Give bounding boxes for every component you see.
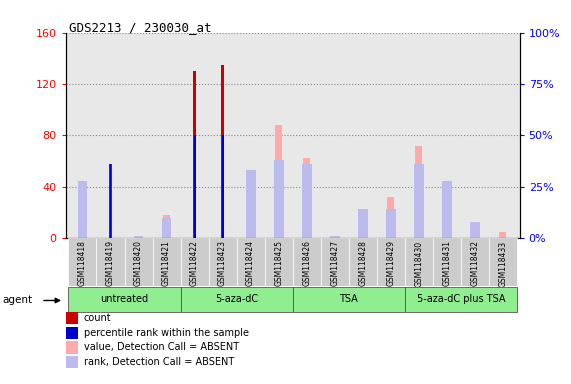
FancyBboxPatch shape [208,238,236,286]
Text: 5-aza-dC plus TSA: 5-aza-dC plus TSA [416,294,505,304]
Text: GSM118422: GSM118422 [190,240,199,286]
Text: value, Detection Call = ABSENT: value, Detection Call = ABSENT [84,343,239,353]
FancyBboxPatch shape [180,287,293,312]
FancyBboxPatch shape [405,238,433,286]
Bar [162,217,171,238]
FancyBboxPatch shape [236,238,264,286]
Bar [470,222,480,238]
Text: rank, Detection Call = ABSENT: rank, Detection Call = ABSENT [84,357,234,367]
Text: GSM118419: GSM118419 [106,240,115,286]
Text: untreated: untreated [100,294,148,304]
Bar [163,215,170,238]
FancyBboxPatch shape [489,238,517,286]
Text: percentile rank within the sample: percentile rank within the sample [84,328,249,338]
Bar [247,177,254,238]
Bar [387,197,394,238]
Text: GSM118420: GSM118420 [134,240,143,286]
Bar [471,225,478,238]
Bar [109,164,112,238]
Bar [78,180,87,238]
Text: GSM118418: GSM118418 [78,240,87,286]
FancyBboxPatch shape [293,287,405,312]
Text: 5-aza-dC: 5-aza-dC [215,294,258,304]
Text: GSM118431: GSM118431 [443,240,451,286]
Bar [330,236,340,238]
Bar [222,136,224,238]
Bar [193,71,196,238]
FancyBboxPatch shape [96,238,124,286]
FancyBboxPatch shape [293,238,321,286]
FancyBboxPatch shape [405,287,517,312]
Bar [221,65,224,238]
Text: agent: agent [3,295,33,305]
FancyBboxPatch shape [264,238,293,286]
Bar [358,209,368,238]
FancyBboxPatch shape [349,238,377,286]
Text: count: count [84,313,111,323]
FancyBboxPatch shape [461,238,489,286]
Text: GSM118423: GSM118423 [218,240,227,286]
Text: GSM118429: GSM118429 [386,240,395,286]
FancyBboxPatch shape [180,238,208,286]
Text: GSM118427: GSM118427 [330,240,339,286]
Text: GSM118432: GSM118432 [471,240,479,286]
Text: TSA: TSA [339,294,358,304]
Bar [303,159,310,238]
Text: GSM118428: GSM118428 [358,240,367,286]
Bar [275,125,282,238]
FancyBboxPatch shape [152,238,180,286]
Text: GSM118425: GSM118425 [274,240,283,286]
Bar [274,160,284,238]
Text: GSM118424: GSM118424 [246,240,255,286]
Text: GSM118433: GSM118433 [498,240,507,286]
Bar [442,180,452,238]
Text: GSM118421: GSM118421 [162,240,171,286]
FancyBboxPatch shape [69,238,96,286]
Bar [443,193,451,238]
FancyBboxPatch shape [433,238,461,286]
Bar [110,164,111,238]
Bar [386,209,396,238]
Text: GDS2213 / 230030_at: GDS2213 / 230030_at [69,21,211,34]
Bar [415,146,422,238]
Text: GSM118426: GSM118426 [302,240,311,286]
Bar [499,232,506,238]
Bar [301,164,312,238]
FancyBboxPatch shape [69,287,180,312]
Bar [246,170,255,238]
Bar [79,182,86,238]
FancyBboxPatch shape [377,238,405,286]
Bar [134,236,143,238]
FancyBboxPatch shape [321,238,349,286]
Bar [414,164,424,238]
FancyBboxPatch shape [124,238,152,286]
Text: GSM118430: GSM118430 [414,240,423,286]
Bar [194,136,195,238]
